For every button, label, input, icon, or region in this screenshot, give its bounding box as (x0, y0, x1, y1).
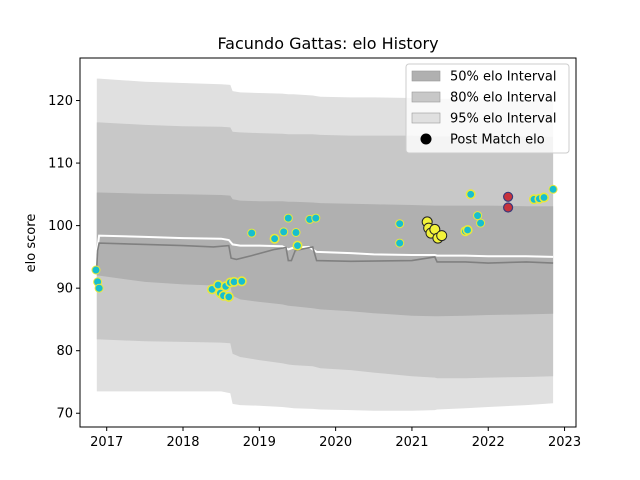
post-match-elo-point (538, 192, 549, 203)
x-tick-label: 2017 (90, 435, 123, 450)
post-match-elo-point (436, 230, 448, 242)
x-tick-label: 2021 (395, 435, 428, 450)
post-match-elo-point (476, 218, 486, 228)
post-match-elo-point (269, 233, 280, 244)
plot-area (91, 78, 558, 411)
post-match-elo-point (279, 227, 289, 237)
legend-label: Post Match elo (450, 133, 545, 148)
post-match-elo-point (395, 238, 405, 248)
x-tick-label: 2022 (472, 435, 505, 450)
y-tick-label: 90 (56, 282, 73, 297)
y-tick-label: 70 (56, 407, 73, 422)
x-tick-label: 2023 (548, 435, 581, 450)
legend: 50% elo Interval 80% elo Interval 95% elo … (405, 63, 570, 154)
post-match-elo-point (548, 184, 558, 194)
band-50-interval (96, 192, 554, 317)
post-match-elo-point (91, 265, 101, 275)
post-match-elo-point (503, 191, 514, 202)
y-tick-label: 110 (48, 157, 73, 172)
chart-title: Facundo Gattas: elo History (217, 34, 438, 53)
y-tick-label: 120 (48, 94, 73, 109)
legend-label: 50% elo Interval (450, 70, 557, 85)
y-tick-label: 80 (56, 344, 73, 359)
post-match-elo-point (291, 228, 301, 237)
legend-swatch (411, 91, 441, 103)
post-match-elo-point (283, 213, 293, 223)
legend-marker (420, 133, 432, 145)
legend-swatch (411, 70, 441, 82)
axes-frame (79, 57, 577, 428)
post-match-elo-point (292, 240, 303, 251)
legend-label: 80% elo Interval (450, 91, 557, 106)
y-tick-label: 100 (48, 219, 73, 234)
post-match-elo-point (94, 283, 104, 293)
post-match-elo-point (465, 189, 476, 200)
x-tick-label: 2020 (319, 435, 352, 450)
post-match-elo-point (503, 202, 514, 213)
post-match-elo-point (462, 225, 473, 236)
post-match-elo-point (236, 276, 247, 287)
legend-label: 95% elo Interval (450, 112, 557, 127)
post-match-elo-point (247, 228, 257, 238)
x-tick-label: 2019 (243, 435, 276, 450)
y-axis-label: elo score (24, 214, 39, 273)
post-match-elo-point (395, 219, 405, 229)
post-match-elo-point (311, 213, 321, 223)
mean-elo-line (96, 242, 554, 267)
legend-swatch (411, 112, 441, 124)
axes: 2017 2018 2019 2020 2021 2022 2023 70 80 90 100 110… (48, 57, 581, 450)
post-match-elo-point (223, 291, 234, 302)
plot-content (91, 78, 558, 411)
post-match-elo-point (473, 211, 483, 221)
x-tick-label: 2018 (166, 435, 199, 450)
legend-box (405, 63, 570, 154)
